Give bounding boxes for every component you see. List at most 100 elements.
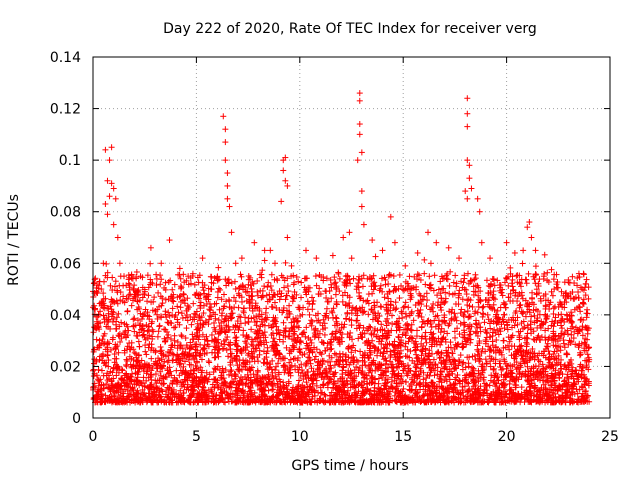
band-point xyxy=(431,272,438,279)
band-point xyxy=(355,335,362,342)
band-point xyxy=(518,283,525,290)
band-point xyxy=(290,355,297,362)
band-point xyxy=(282,259,289,266)
band-point xyxy=(424,297,431,304)
band-point xyxy=(538,318,545,325)
band-point xyxy=(453,280,460,287)
band-point xyxy=(161,326,168,333)
band-point xyxy=(100,290,107,297)
band-point xyxy=(429,350,436,357)
band-point xyxy=(299,311,306,318)
band-point xyxy=(263,305,270,312)
band-point xyxy=(177,283,184,290)
band-point xyxy=(452,272,459,279)
band-point xyxy=(154,315,161,322)
band-point xyxy=(442,289,449,296)
band-point xyxy=(290,294,297,301)
band-point xyxy=(384,310,391,317)
band-point xyxy=(483,360,490,367)
band-point xyxy=(402,322,409,329)
band-point xyxy=(414,271,421,278)
band-point xyxy=(495,331,502,338)
band-point xyxy=(298,279,305,286)
band-point xyxy=(324,298,331,305)
band-point xyxy=(471,276,478,283)
band-point xyxy=(572,367,579,374)
band-point xyxy=(261,257,268,264)
band-point xyxy=(359,283,366,290)
band-point xyxy=(530,336,537,343)
band-point xyxy=(427,260,434,267)
band-point xyxy=(282,296,289,303)
band-point xyxy=(328,389,335,396)
band-point xyxy=(335,270,342,277)
band-point xyxy=(208,331,215,338)
band-point xyxy=(295,278,302,285)
band-point xyxy=(103,260,110,267)
band-point xyxy=(320,357,327,364)
band-point xyxy=(434,292,441,299)
band-point xyxy=(365,291,372,298)
band-point xyxy=(472,271,479,278)
band-point xyxy=(446,282,453,289)
band-point xyxy=(227,368,234,375)
band-point xyxy=(404,362,411,369)
band-point xyxy=(240,332,247,339)
band-point xyxy=(309,306,316,313)
band-point xyxy=(444,276,451,283)
band-point xyxy=(261,360,268,367)
band-point xyxy=(244,343,251,350)
band-point xyxy=(170,324,177,331)
band-point xyxy=(476,296,483,303)
band-point xyxy=(396,271,403,278)
band-point xyxy=(580,270,587,277)
band-point xyxy=(386,271,393,278)
band-point xyxy=(308,365,315,372)
band-point xyxy=(490,301,497,308)
band-point xyxy=(511,343,518,350)
band-point xyxy=(541,251,548,258)
band-point xyxy=(426,273,433,280)
band-point xyxy=(176,271,183,278)
band-point xyxy=(162,296,169,303)
band-point xyxy=(165,279,172,286)
band-point xyxy=(332,291,339,298)
band-point xyxy=(318,273,325,280)
band-point xyxy=(208,313,215,320)
band-point xyxy=(493,337,500,344)
band-point xyxy=(164,319,171,326)
band-point xyxy=(583,310,590,317)
band-point xyxy=(115,349,122,356)
band-point xyxy=(579,300,586,307)
band-point xyxy=(308,294,315,301)
band-point xyxy=(135,338,142,345)
band-point xyxy=(293,273,300,280)
band-point xyxy=(508,280,515,287)
band-point xyxy=(183,325,190,332)
band-point xyxy=(153,271,160,278)
band-point xyxy=(207,312,214,319)
band-point xyxy=(446,290,453,297)
band-point xyxy=(407,326,414,333)
band-point xyxy=(226,304,233,311)
band-point xyxy=(242,314,249,321)
band-point xyxy=(494,307,501,314)
band-point xyxy=(306,311,313,318)
band-point xyxy=(245,319,252,326)
band-point xyxy=(423,339,430,346)
band-point xyxy=(261,283,268,290)
band-point xyxy=(502,300,509,307)
band-point xyxy=(385,295,392,302)
band-point xyxy=(558,325,565,332)
band-point xyxy=(401,303,408,310)
band-point xyxy=(320,381,327,388)
band-point xyxy=(460,313,467,320)
band-point xyxy=(206,359,213,366)
band-point xyxy=(157,272,164,279)
band-point xyxy=(505,282,512,289)
band-point xyxy=(531,312,538,319)
band-point xyxy=(284,283,291,290)
band-point xyxy=(123,356,130,363)
band-point xyxy=(418,323,425,330)
